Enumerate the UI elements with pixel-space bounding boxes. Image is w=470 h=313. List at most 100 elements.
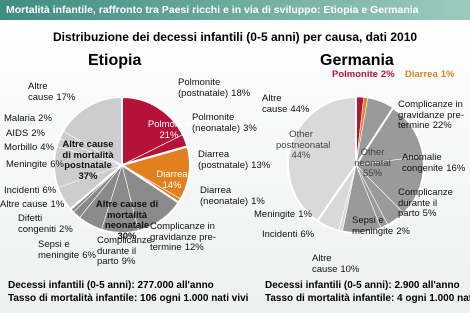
group-name: Diarrea: [156, 169, 188, 180]
slice-value: 18%: [231, 87, 251, 99]
slice-label: Difetti congeniti 2%: [18, 213, 74, 235]
group-name: Other postneonatal: [276, 129, 331, 151]
slice-name: Polmonite: [332, 69, 378, 80]
slice-name: Incidenti: [262, 229, 298, 240]
slice-name: Altre cause: [312, 253, 338, 275]
group-outline: [119, 145, 191, 204]
slice-value: 4%: [40, 142, 54, 153]
group-value: 55%: [362, 168, 382, 179]
slice-value: 2%: [59, 223, 73, 235]
slice-value: 22%: [432, 120, 452, 131]
slice-value: 17%: [56, 91, 76, 103]
group-label: Polmonite 21%: [144, 119, 194, 141]
footnote: Tasso di mortalità infantile: 106 ogni 1…: [8, 293, 249, 304]
slice-value: 2%: [38, 113, 52, 124]
slice-name: Incidenti: [4, 185, 40, 196]
group-name: Other neonatal: [354, 147, 391, 169]
slice-value: 9%: [121, 256, 136, 267]
group-outline: [287, 95, 357, 223]
slice-label: Complicanze durante il parto 5%: [398, 187, 470, 220]
slice-label: Polmonite 2%: [332, 69, 404, 81]
slice-label: AIDS 2%: [6, 128, 58, 140]
slice-label: Altre cause 10%: [312, 253, 368, 275]
slice-label: Incidenti 6%: [262, 229, 315, 241]
group-label: Altre cause di mortalità postnatale 37%: [58, 139, 118, 182]
slice-name: Morbillo: [4, 142, 38, 153]
slice-label: Diarrea 1%: [405, 69, 465, 81]
group-outline: [68, 163, 181, 234]
slice-label: Meningite 6%: [6, 159, 64, 171]
slice-name: Meningite: [254, 209, 296, 220]
slice-label: Complicanze in gravidanze pre-termine 12%: [150, 221, 262, 254]
slice-value: 6%: [82, 249, 96, 261]
slice-name: Malaria: [4, 113, 36, 124]
slice-name: Altre cause: [0, 199, 48, 210]
slice-value: 13%: [251, 159, 271, 171]
slice-value: 6%: [50, 159, 64, 170]
group-outline: [121, 95, 189, 167]
slice-label: Morbillo 4%: [4, 142, 66, 154]
slice-value: 10%: [340, 263, 360, 275]
slice-value: 12%: [184, 242, 204, 253]
slice-value: 1%: [251, 195, 265, 207]
group-value: 44%: [291, 150, 311, 161]
slice-label: Altre cause 1%: [0, 199, 72, 211]
slice-label: Anomalie congenite 16%: [402, 152, 466, 174]
subtitle: Distribuzione dei decessi infantili (0-5…: [52, 30, 418, 44]
slice-value: 16%: [446, 162, 466, 174]
slice-name: Anomalie congenite: [402, 152, 444, 174]
slice-name: Diarrea (postnatale): [198, 149, 249, 171]
slice-value: 6%: [42, 185, 57, 196]
slice-name: Polmonite (neonatale): [192, 112, 241, 134]
group-value: 30%: [117, 230, 137, 242]
slice-label: Polmonite (postnatale) 18%: [178, 77, 251, 99]
slice-label: Polmonite (neonatale) 3%: [192, 112, 257, 134]
slice-name: Complicanze durante il parto: [97, 235, 152, 267]
group-value: 21%: [159, 129, 179, 141]
footnote: Tasso di mortalità infantile: 4 ogni 1.0…: [265, 293, 470, 304]
slice-value: 44%: [290, 103, 310, 115]
pie-title: Germania: [320, 52, 394, 69]
slice-label: Complicanze in gravidanze pre-termine 22%: [398, 99, 468, 132]
slice-name: Meningite: [6, 159, 48, 170]
group-name: Altre cause di mortalità postnatale: [62, 139, 114, 171]
footnote: Decessi infantili (0-5 anni): 277.000 al…: [8, 280, 214, 291]
slice-name: Complicanze durante il parto: [398, 187, 453, 219]
group-label: Altre cause di mortalità neonatale 30%: [92, 199, 162, 242]
group-name: Altre cause di mortalità neonatale: [95, 199, 159, 231]
slice-label: Meningite 1%: [254, 209, 312, 221]
footnote: Decessi infantili (0-5 anni): 2.900 all'…: [265, 280, 460, 291]
group-label: Other neonatal 55%: [345, 147, 400, 180]
slice-label: Diarrea (neonatale) 1%: [200, 185, 266, 207]
slice-label: Sepsi e meningite 2%: [352, 215, 444, 237]
slice-name: Sepsi e meningite: [38, 239, 80, 261]
slice-label: Malaria 2%: [4, 113, 66, 125]
slice-label: Diarrea (postnatale) 13%: [198, 149, 271, 171]
header-title: Mortalità infantile, raffronto tra Paesi…: [0, 0, 470, 20]
slice-name: Altre cause: [28, 81, 54, 103]
slice-value: 6%: [300, 229, 315, 240]
pie-title: Etiopia: [88, 52, 142, 69]
group-outline: [315, 106, 425, 234]
slice-label: Sepsi e meningite 6%: [38, 239, 96, 261]
slice-name: AIDS: [6, 128, 29, 139]
slice-value: 5%: [422, 208, 437, 219]
slice-value: 2%: [31, 128, 45, 139]
slice-name: Diarrea (neonatale): [200, 185, 249, 207]
slice-value: 3%: [243, 122, 257, 134]
slice-label: Complicanze durante il parto 9%: [97, 235, 175, 268]
group-outline: [53, 95, 123, 211]
slice-name: Complicanze in gravidanze pre-termine: [398, 99, 465, 131]
slice-name: Complicanze in gravidanze pre-termine: [150, 221, 217, 253]
slice-name: Polmonite (postnatale): [178, 77, 229, 99]
group-label: Diarrea 14%: [150, 169, 194, 191]
slice-label: Altre cause 17%: [28, 81, 80, 103]
slice-name: Difetti congeniti: [18, 213, 57, 235]
slice-label: Incidenti 6%: [4, 185, 66, 197]
slice-label: Altre cause 44%: [262, 93, 312, 115]
group-value: 37%: [78, 170, 98, 182]
slice-name: Diarrea: [405, 69, 438, 80]
slice-name: Sepsi e meningite: [352, 215, 394, 237]
